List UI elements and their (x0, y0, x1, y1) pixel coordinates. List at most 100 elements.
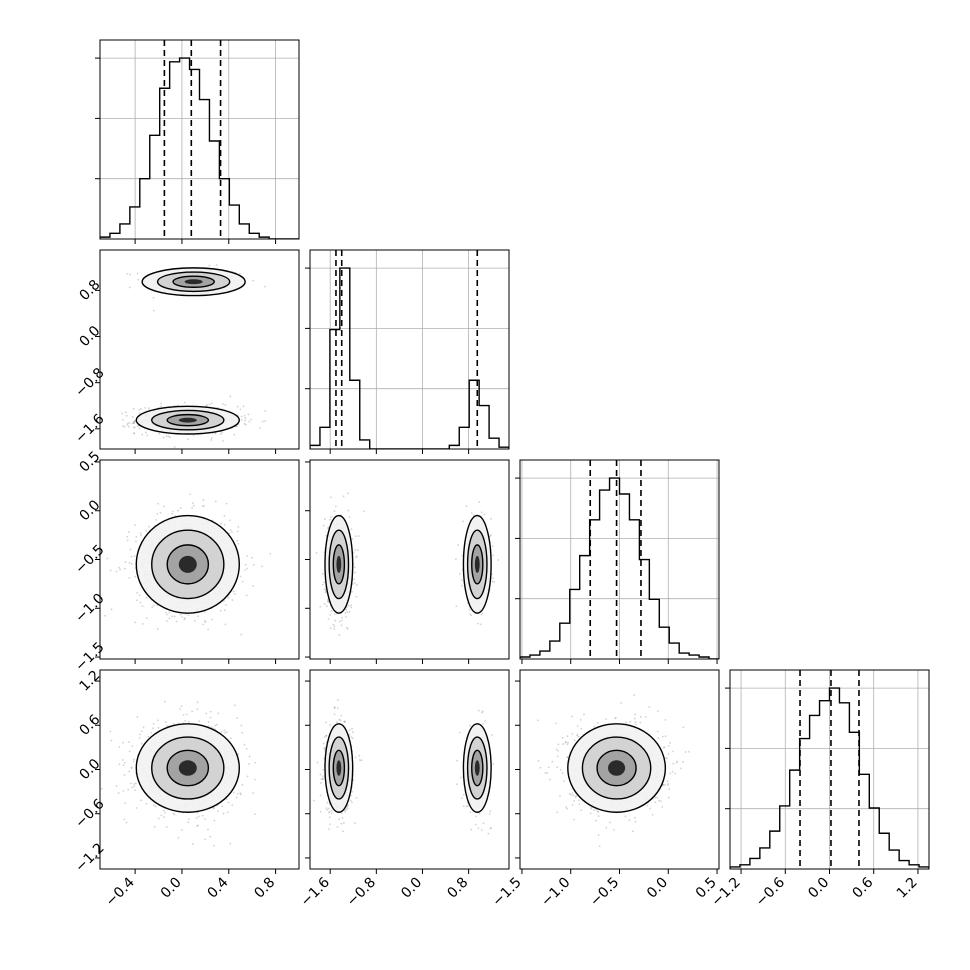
scatter-point (354, 535, 357, 538)
scatter-point (123, 818, 126, 821)
scatter-point (100, 787, 103, 790)
scatter-point (346, 611, 349, 614)
scatter-point (482, 722, 485, 725)
scatter-point (145, 802, 148, 805)
scatter-point (348, 516, 351, 518)
scatter-point (597, 815, 600, 818)
scatter-point (132, 407, 135, 410)
scatter-point (589, 812, 592, 815)
scatter-point (177, 836, 180, 839)
scatter-point (353, 578, 356, 581)
scatter-point (559, 794, 561, 797)
scatter-point (209, 716, 212, 719)
scatter-point (492, 763, 495, 765)
scatter-point (248, 420, 251, 423)
scatter-point (489, 535, 492, 538)
scatter-point (125, 414, 128, 417)
density-core (184, 279, 203, 285)
scatter-point (128, 561, 131, 564)
scatter-point (129, 548, 132, 551)
scatter-point (138, 408, 141, 411)
scatter-point (455, 783, 458, 786)
scatter-point (324, 591, 327, 594)
scatter-point (135, 540, 137, 543)
scatter-point (490, 827, 492, 829)
scatter-point (357, 549, 359, 551)
scatter-point (246, 555, 248, 557)
density-core (178, 760, 197, 776)
scatter-point (351, 538, 354, 540)
scatter-point (264, 285, 267, 288)
scatter-point (150, 731, 153, 734)
scatter-point (152, 296, 155, 299)
scatter-point (139, 733, 141, 736)
scatter-point (221, 431, 223, 434)
scatter-point (133, 785, 136, 788)
scatter-point (468, 724, 471, 727)
scatter-point (240, 724, 243, 727)
scatter-point (328, 811, 330, 814)
scatter-point (316, 761, 319, 764)
scatter-point (482, 822, 485, 825)
scatter-point (164, 721, 167, 723)
scatter-point (327, 599, 329, 602)
scatter-point (166, 620, 168, 622)
scatter-point (156, 513, 159, 515)
scatter-point (323, 603, 326, 605)
scatter-point (208, 264, 211, 267)
scatter-point (239, 792, 242, 795)
scatter-point (576, 725, 579, 727)
scatter-point (210, 437, 213, 440)
scatter-point (657, 737, 660, 740)
scatter-point (338, 818, 341, 821)
scatter-point (203, 619, 206, 622)
scatter-point (232, 791, 235, 794)
scatter-point (121, 759, 124, 761)
scatter-point (202, 623, 204, 626)
scatter-point (203, 505, 205, 507)
scatter-point (456, 759, 458, 762)
scatter-point (352, 731, 354, 733)
scatter-point (260, 565, 263, 568)
scatter-point (138, 594, 141, 597)
scatter-point (353, 566, 356, 569)
scatter-point (341, 619, 343, 622)
scatter-point (489, 827, 492, 830)
scatter-point (491, 580, 494, 583)
scatter-point (461, 584, 463, 587)
scatter-point (221, 805, 224, 808)
scatter-point (152, 727, 154, 730)
scatter-point (153, 825, 156, 828)
scatter-point (239, 793, 242, 796)
scatter-point (192, 434, 195, 437)
scatter-point (196, 701, 199, 704)
scatter-point (226, 811, 229, 814)
plot-area (310, 250, 509, 449)
scatter-point (140, 730, 143, 733)
scatter-point (115, 785, 118, 787)
density-core (474, 555, 480, 573)
scatter-point (160, 402, 163, 405)
scatter-point (198, 720, 201, 723)
scatter-point (325, 734, 328, 737)
scatter-point (227, 596, 230, 599)
scatter-point (460, 579, 463, 581)
scatter-point (187, 818, 190, 821)
scatter-point (462, 805, 465, 808)
scatter-point (566, 807, 568, 810)
scatter-point (109, 569, 112, 572)
scatter-point (328, 816, 331, 819)
scatter-point (180, 829, 183, 831)
scatter-point (342, 495, 345, 498)
scatter-point (347, 492, 349, 495)
scatter-point (469, 811, 472, 814)
scatter-point (326, 808, 328, 811)
scatter-point (134, 575, 137, 578)
scatter-point (336, 699, 339, 702)
scatter-point (491, 577, 494, 580)
scatter-point (226, 731, 228, 733)
scatter-point (189, 493, 192, 496)
scatter-point (159, 511, 162, 514)
plot-area (312, 699, 495, 835)
scatter-point (165, 825, 168, 828)
